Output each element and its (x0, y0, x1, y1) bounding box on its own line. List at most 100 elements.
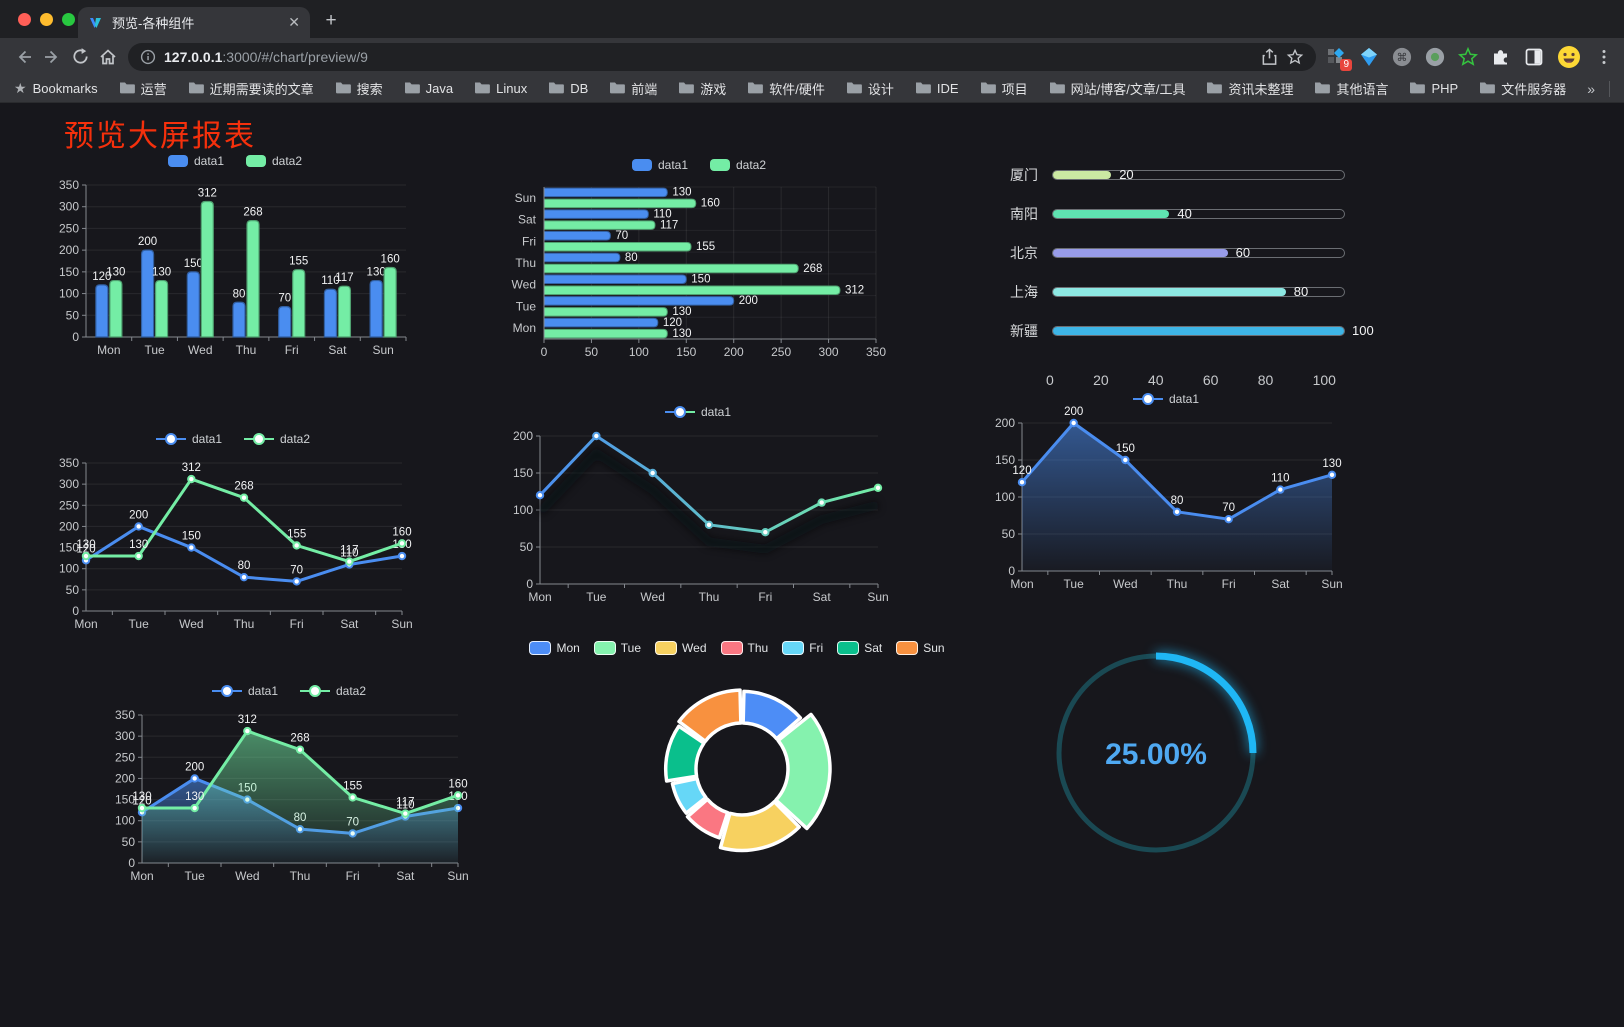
window-controls[interactable] (18, 13, 75, 26)
bookmark-folder[interactable]: 软件/硬件 (747, 79, 825, 98)
back-button[interactable] (10, 43, 38, 71)
bookmark-folder[interactable]: 前端 (609, 79, 657, 98)
profile-avatar[interactable] (1557, 45, 1581, 69)
url-path: :3000/#/chart/preview/9 (222, 48, 368, 65)
progress-value: 80 (1293, 283, 1309, 299)
bookmark-folder[interactable]: 其他语言 (1314, 79, 1388, 98)
svg-text:Sat: Sat (396, 869, 415, 883)
progress-label: 新疆 (1010, 322, 1038, 339)
progress-row: 北京 60 (990, 233, 1350, 272)
svg-text:Mon: Mon (130, 869, 153, 883)
bookmark-folder[interactable]: 资讯未整理 (1206, 79, 1293, 98)
window-close-button[interactable] (18, 13, 31, 26)
bookmark-folder[interactable]: 文件服务器 (1479, 79, 1566, 98)
bookmark-folder[interactable]: 搜索 (335, 79, 383, 98)
legend-item[interactable]: Sat (837, 641, 882, 655)
extension-badge: 9 (1340, 58, 1352, 71)
folder-icon (915, 81, 931, 97)
bookmark-folder[interactable]: IDE (915, 81, 959, 97)
bookmark-folder[interactable]: Java (404, 81, 453, 97)
bookmark-folder-label: 设计 (867, 82, 894, 97)
legend-swatch (720, 641, 743, 655)
share-icon[interactable] (1261, 47, 1278, 66)
svg-text:160: 160 (392, 526, 411, 538)
reload-button[interactable] (66, 43, 94, 71)
bookmark-folder[interactable]: 近期需要读的文章 (188, 79, 314, 98)
svg-text:312: 312 (198, 188, 217, 200)
svg-text:Wed: Wed (1113, 577, 1137, 591)
bookmark-folder[interactable]: 网站/博客/文章/工具 (1049, 79, 1186, 98)
legend-item[interactable]: Fri (782, 641, 823, 655)
url-text[interactable]: 127.0.0.1:3000/#/chart/preview/9 (164, 49, 368, 65)
bookmarks-manager-item[interactable]: ★ Bookmarks (14, 80, 98, 97)
browser-menu-button[interactable] (1594, 47, 1614, 67)
extension-diamond-icon[interactable] (1359, 47, 1379, 67)
svg-text:data1: data1 (1169, 392, 1199, 406)
browser-tab[interactable]: 预览-各种组件 ✕ (78, 7, 310, 38)
legend-item[interactable]: Tue (593, 641, 641, 655)
legend-item[interactable]: Thu (720, 641, 768, 655)
svg-text:150: 150 (59, 541, 79, 555)
bookmark-folder[interactable]: DB (548, 81, 588, 97)
svg-text:0: 0 (72, 604, 79, 618)
bookmarks-overflow-chevron[interactable]: » (1587, 80, 1596, 97)
progress-axis: 0 20 40 60 80 100 (1046, 372, 1336, 388)
svg-text:200: 200 (129, 509, 148, 521)
bookmark-folder-label: 近期需要读的文章 (209, 82, 314, 97)
extension-grid-icon[interactable]: 9 (1326, 47, 1352, 71)
browser-toolbar: 127.0.0.1:3000/#/chart/preview/9 9 ⌘ (0, 38, 1624, 75)
home-button[interactable] (94, 43, 122, 71)
folder-icon (1314, 81, 1331, 97)
legend-item[interactable]: Wed (655, 641, 707, 655)
svg-text:150: 150 (115, 793, 135, 807)
bookmark-folder[interactable]: PHP (1409, 81, 1458, 97)
extension-record-icon[interactable] (1425, 47, 1445, 67)
bookmark-folder[interactable]: 运营 (119, 79, 167, 98)
svg-text:268: 268 (803, 263, 822, 275)
progress-track: 40 (1052, 206, 1345, 221)
window-zoom-button[interactable] (62, 13, 75, 26)
svg-text:110: 110 (396, 799, 414, 811)
svg-text:data1: data1 (192, 432, 222, 446)
extension-command-icon[interactable]: ⌘ (1392, 47, 1412, 67)
address-bar[interactable]: 127.0.0.1:3000/#/chart/preview/9 (128, 42, 1316, 71)
bookmarks-label: Bookmarks (32, 81, 98, 96)
bookmark-folder[interactable]: Linux (474, 81, 527, 97)
extensions-puzzle-icon[interactable] (1491, 47, 1511, 67)
window-minimize-button[interactable] (40, 13, 53, 26)
legend-item[interactable]: Sun (896, 641, 945, 655)
legend-item[interactable]: Mon (529, 641, 580, 655)
bookmark-folder[interactable]: 项目 (980, 79, 1028, 98)
chart-bar-vertical: 0 50 100 150 200 250 300 350 Mon 120 130 Tue 200 130 W… (46, 147, 414, 363)
svg-text:Sat: Sat (328, 343, 347, 357)
svg-text:150: 150 (513, 466, 533, 480)
svg-text:130: 130 (185, 791, 204, 803)
svg-text:70: 70 (278, 293, 291, 305)
svg-text:80: 80 (238, 560, 251, 572)
svg-text:117: 117 (660, 219, 678, 231)
progress-fill (1053, 209, 1170, 218)
svg-text:Wed: Wed (235, 869, 259, 883)
axis-tick-label: 80 (1257, 372, 1274, 388)
progress-label: 南阳 (1010, 205, 1038, 222)
svg-text:Fri: Fri (290, 617, 304, 631)
tab-close-icon[interactable]: ✕ (288, 14, 300, 30)
extension-star-icon[interactable] (1458, 46, 1478, 67)
svg-text:80: 80 (1171, 495, 1184, 507)
folder-icon (1409, 81, 1426, 97)
new-tab-button[interactable]: + (325, 10, 337, 31)
extension-split-view-icon[interactable] (1524, 47, 1544, 67)
svg-text:130: 130 (76, 539, 95, 551)
bookmark-folder[interactable]: 游戏 (678, 79, 726, 98)
svg-text:200: 200 (185, 761, 204, 773)
url-host: 127.0.0.1 (164, 48, 223, 65)
bookmark-folder-label: DB (570, 81, 589, 96)
chart-area-single: 0 50 100 150 200 Mon Tue Wed Thu Fri Sat Sun 120 200 1… (982, 385, 1344, 597)
bookmark-folder-label: 网站/博客/文章/工具 (1070, 82, 1186, 97)
folder-icon (474, 81, 491, 97)
site-info-icon[interactable] (140, 49, 156, 65)
forward-button[interactable] (38, 43, 66, 71)
bookmark-folder[interactable]: 设计 (846, 79, 894, 98)
svg-text:Sun: Sun (372, 343, 393, 357)
bookmark-star-icon[interactable] (1286, 48, 1304, 66)
